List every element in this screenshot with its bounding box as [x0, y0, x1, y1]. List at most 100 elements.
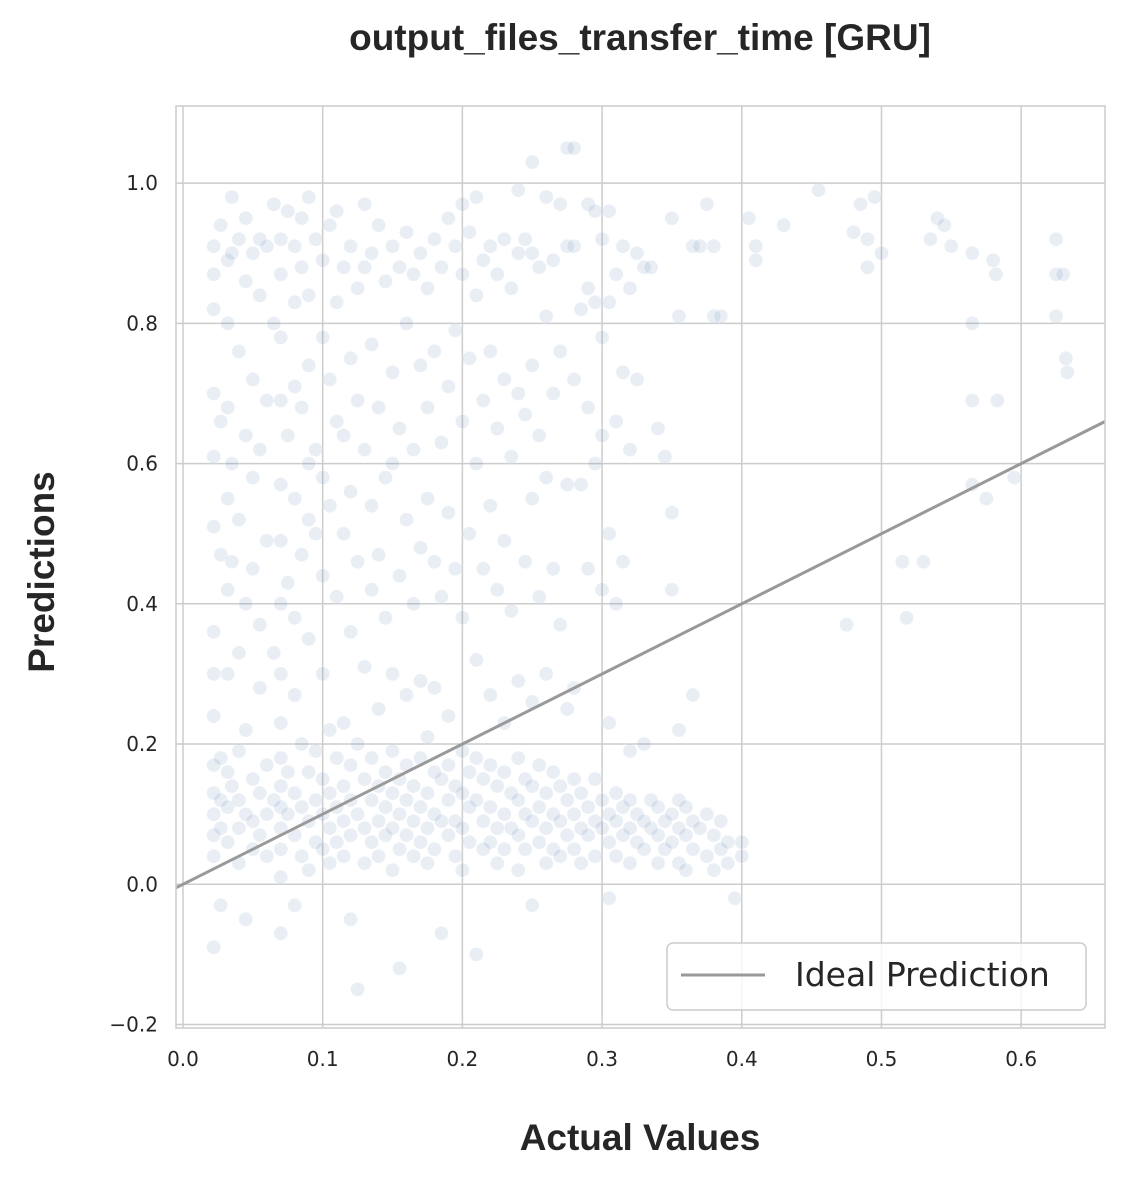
- scatter-point: [594, 231, 610, 247]
- scatter-point: [413, 245, 428, 261]
- scatter-point: [364, 245, 380, 261]
- y-tick-label: 1.0: [126, 171, 158, 195]
- scatter-point: [220, 315, 236, 331]
- scatter-point: [587, 813, 603, 829]
- scatter-point: [399, 687, 414, 703]
- scatter-point: [447, 813, 463, 829]
- scatter-point: [213, 792, 229, 808]
- scatter-point: [308, 743, 324, 759]
- scatter-point: [545, 764, 561, 780]
- scatter-point: [206, 386, 222, 401]
- scatter-point: [496, 806, 512, 822]
- scatter-point: [273, 477, 289, 493]
- scatter-point: [839, 617, 855, 633]
- scatter-point: [468, 792, 484, 808]
- scatter-point: [287, 785, 303, 801]
- scatter-point: [231, 792, 247, 808]
- scatter-point: [447, 238, 463, 254]
- scatter-point: [238, 210, 254, 226]
- scatter-point: [213, 820, 229, 836]
- scatter-point: [220, 400, 236, 415]
- scatter-point: [287, 238, 303, 254]
- scatter-point: [287, 491, 303, 507]
- scatter-point: [413, 673, 428, 689]
- scatter-point: [406, 848, 421, 864]
- scatter-point: [378, 764, 393, 780]
- scatter-point: [322, 820, 338, 836]
- y-axis-ticks: −0.2 0.0 0.2 0.4 0.6 0.8 1.0: [109, 171, 158, 1036]
- scatter-point: [573, 301, 589, 317]
- scatter-point: [231, 645, 247, 661]
- scatter-point: [475, 841, 491, 857]
- x-tick-label: 0.5: [866, 1047, 898, 1071]
- scatter-point: [587, 848, 603, 864]
- scatter-point: [336, 259, 352, 275]
- scatter-point: [482, 498, 498, 514]
- scatter-point: [629, 371, 645, 387]
- scatter-point: [531, 834, 547, 850]
- scatter-point: [266, 792, 282, 808]
- scatter-point: [447, 561, 463, 577]
- scatter-point: [245, 771, 261, 787]
- scatter-point: [213, 547, 229, 563]
- scatter-point: [559, 701, 575, 717]
- scatter-point: [461, 350, 477, 366]
- scatter-point: [552, 848, 568, 864]
- scatter-point: [280, 575, 296, 591]
- scatter-point: [482, 687, 498, 703]
- scatter-point: [461, 526, 477, 542]
- scatter-point: [524, 897, 540, 913]
- y-axis-label: Predictions: [21, 471, 62, 673]
- scatter-point: [503, 785, 519, 801]
- scatter-point: [447, 848, 463, 864]
- scatter-point: [399, 792, 414, 808]
- scatter-point: [629, 245, 645, 261]
- scatter-point: [538, 470, 554, 486]
- scatter-point: [245, 561, 261, 577]
- scatter-point: [385, 785, 400, 801]
- scatter-point: [454, 414, 470, 429]
- scatter-point: [545, 841, 561, 857]
- scatter-point: [629, 834, 645, 850]
- x-tick-label: 0.1: [307, 1047, 339, 1071]
- x-tick-label: 0.3: [586, 1047, 618, 1071]
- scatter-point: [531, 428, 547, 443]
- scatter-point: [650, 799, 666, 815]
- scatter-point: [252, 231, 268, 247]
- scatter-point: [259, 848, 275, 864]
- scatter-point: [224, 456, 240, 472]
- scatter-point: [482, 757, 498, 773]
- scatter-point: [252, 442, 268, 458]
- scatter-point: [273, 799, 289, 815]
- scatter-point: [475, 393, 491, 408]
- x-axis-label: Actual Values: [520, 1117, 761, 1158]
- scatter-point: [1055, 266, 1071, 282]
- scatter-point: [899, 610, 915, 626]
- scatter-point: [231, 512, 247, 528]
- scatter-point: [259, 757, 275, 773]
- scatter-point: [385, 666, 400, 682]
- scatter-point: [259, 806, 275, 822]
- scatter-point: [336, 428, 352, 443]
- scatter-point: [552, 813, 568, 829]
- scatter-point: [224, 189, 240, 205]
- scatter-point: [517, 407, 533, 422]
- scatter-point: [664, 806, 680, 822]
- scatter-point: [206, 827, 222, 843]
- scatter-point: [580, 400, 596, 415]
- scatter-point: [929, 210, 945, 226]
- scatter-point: [552, 617, 568, 633]
- scatter-point: [531, 757, 547, 773]
- scatter-point: [322, 785, 338, 801]
- scatter-point: [406, 442, 421, 458]
- scatter-point: [273, 266, 289, 282]
- scatter-point: [213, 217, 229, 233]
- scatter-point: [280, 428, 296, 443]
- scatter-point: [580, 827, 596, 843]
- scatter-point: [615, 238, 631, 254]
- scatter-point: [213, 414, 229, 429]
- scatter-point: [678, 827, 694, 843]
- scatter-point: [213, 897, 229, 913]
- scatter-point: [650, 827, 666, 843]
- scatter-point: [206, 785, 222, 801]
